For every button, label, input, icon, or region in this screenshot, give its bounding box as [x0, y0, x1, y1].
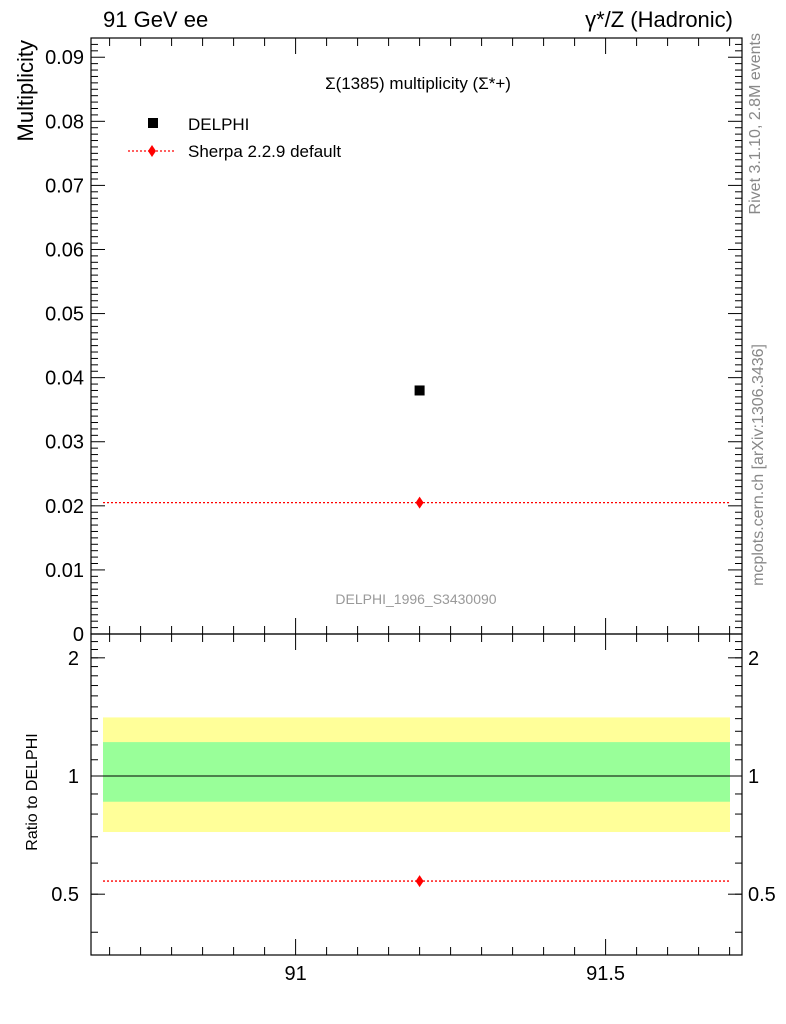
y-tick-label: 0.03 — [45, 432, 84, 454]
analysis-tag: DELPHI_1996_S3430090 — [335, 591, 496, 607]
y-tick-label: 0 — [73, 624, 84, 646]
y-tick-label: 0.04 — [45, 368, 84, 390]
y-tick-label: 0.05 — [45, 304, 84, 326]
ratio-y-ticks: 0.5 0.5 1 1 2 2 — [51, 641, 776, 933]
rivet-label: Rivet 3.1.10, 2.8M events — [747, 33, 764, 214]
main-title: Σ(1385) multiplicity (Σ*+) — [325, 74, 511, 93]
main-y-ticks: 0 0.01 0.02 0.03 0.04 0.05 0.06 0.07 0.08 0.09 — [45, 37, 742, 646]
mcplots-label: mcplots.cern.ch [arXiv:1306.3436] — [750, 344, 767, 586]
ratio-y-tick-label-right: 2 — [748, 648, 759, 670]
ratio-panel: 0.5 0.5 1 1 2 2 91 91.5 Ratio to DELPHI — [24, 633, 776, 985]
ratio-x-ticks: 91 91.5 — [109, 634, 731, 985]
ratio-y-axis-label: Ratio to DELPHI — [24, 733, 41, 850]
main-marks — [103, 385, 730, 509]
y-tick-label: 0.01 — [45, 560, 84, 582]
legend-label-data: DELPHI — [188, 115, 249, 134]
data-point — [414, 385, 425, 396]
ratio-marks — [103, 875, 730, 888]
legend-label-mc: Sherpa 2.2.9 default — [188, 142, 341, 161]
ratio-mc-point — [415, 875, 424, 888]
uncertainty-band-inner — [103, 742, 730, 802]
legend-marker-mc — [148, 145, 156, 157]
ratio-y-tick-label-left: 2 — [68, 648, 79, 670]
header-left-label: 91 GeV ee — [103, 7, 208, 32]
main-y-axis-label: Multiplicity — [13, 40, 38, 141]
main-x-ticks — [109, 38, 731, 634]
ratio-bands — [103, 717, 730, 833]
mc-point — [415, 496, 424, 509]
header-right-label: γ*/Z (Hadronic) — [585, 7, 733, 32]
main-panel: 0 0.01 0.02 0.03 0.04 0.05 0.06 0.07 0.08 0.09 Σ(… — [13, 37, 743, 646]
y-tick-label: 0.09 — [45, 47, 84, 69]
y-tick-label: 0.06 — [45, 239, 84, 261]
y-tick-label: 0.08 — [45, 111, 84, 133]
y-tick-label: 0.02 — [45, 496, 84, 518]
y-tick-label: 0.07 — [45, 175, 84, 197]
legend-marker-data — [148, 118, 158, 128]
x-tick-label: 91 — [284, 963, 306, 985]
ratio-y-tick-label-right: 1 — [748, 766, 759, 788]
legend: DELPHI Sherpa 2.2.9 default — [128, 115, 341, 161]
ratio-y-tick-label-left: 1 — [68, 766, 79, 788]
ratio-y-tick-label-left: 0.5 — [51, 884, 79, 906]
ratio-y-tick-label-right: 0.5 — [748, 884, 776, 906]
x-tick-label: 91.5 — [586, 963, 625, 985]
ratio-frame — [90, 633, 743, 956]
